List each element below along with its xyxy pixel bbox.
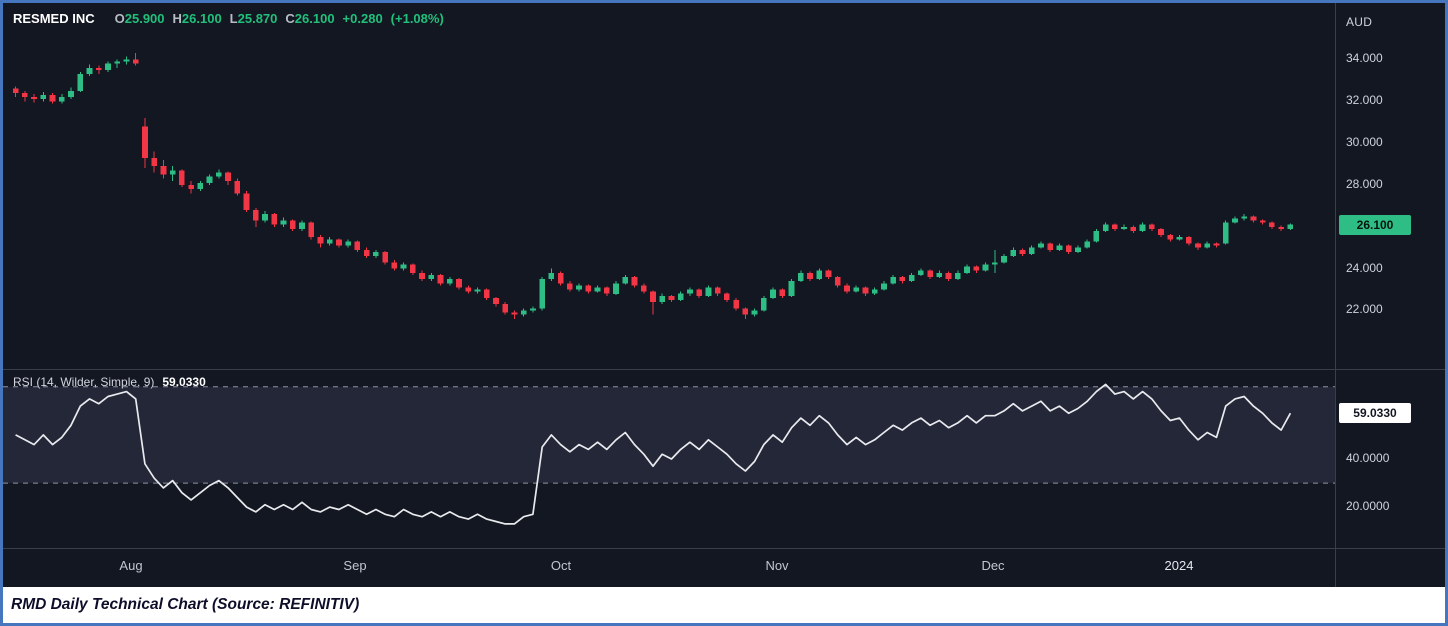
price-axis-label: 32.000 (1346, 93, 1383, 107)
price-axis-label: 34.000 (1346, 51, 1383, 65)
close-value: 26.100 (294, 11, 335, 26)
high-label: H (172, 11, 182, 26)
price-axis[interactable]: AUD 26.100 59.0330 34.000 32.000 30.000 28.… (1335, 3, 1445, 587)
rsi-pane[interactable]: RSI (14, Wilder, Simple, 9) 59.0330 (3, 370, 1335, 548)
chart-window: RESMED INC O25.900 H26.100 L25.870 C26.100 +0… (3, 3, 1445, 587)
last-price-badge: 26.100 (1339, 215, 1411, 235)
time-axis-label: Aug (119, 558, 143, 573)
caption-bar: RMD Daily Technical Chart (Source: REFIN… (3, 587, 1445, 623)
price-axis-label: 30.000 (1346, 135, 1383, 149)
price-axis-label: 24.000 (1346, 261, 1383, 275)
caption-text: RMD Daily Technical Chart (Source: REFIN… (11, 596, 360, 613)
change-value: +0.280 (342, 11, 383, 26)
rsi-chart[interactable] (3, 370, 1335, 548)
rsi-axis-label: 20.0000 (1346, 499, 1390, 513)
time-axis-label: Sep (343, 558, 367, 573)
time-axis-label: Dec (981, 558, 1005, 573)
rsi-axis-label: 40.0000 (1346, 451, 1390, 465)
time-axis-label: Nov (765, 558, 789, 573)
pane-divider (3, 548, 1445, 549)
high-value: 26.100 (181, 11, 222, 26)
price-pane[interactable]: RESMED INC O25.900 H26.100 L25.870 C26.100 +0… (3, 3, 1335, 369)
open-label: O (114, 11, 125, 26)
price-axis-label: 22.000 (1346, 302, 1383, 316)
time-axis[interactable]: Aug Sep Oct Nov Dec 2024 (3, 549, 1335, 587)
time-axis-label: Oct (550, 558, 572, 573)
candlestick-chart[interactable] (3, 3, 1335, 369)
rsi-legend: RSI (14, Wilder, Simple, 9) 59.0330 (13, 375, 206, 389)
pane-divider (3, 369, 1445, 370)
close-label: C (285, 11, 295, 26)
symbol-name[interactable]: RESMED INC (13, 11, 95, 26)
price-axis-label: 28.000 (1346, 177, 1383, 191)
low-value: 25.870 (237, 11, 278, 26)
ohlc-legend: RESMED INC O25.900 H26.100 L25.870 C26.100 +0… (13, 11, 444, 26)
change-percent: (+1.08%) (390, 11, 444, 26)
currency-label: AUD (1346, 15, 1373, 29)
time-axis-label: 2024 (1164, 558, 1194, 573)
rsi-value: 59.0330 (162, 375, 206, 389)
open-value: 25.900 (124, 11, 165, 26)
low-label: L (229, 11, 238, 26)
rsi-value-badge: 59.0330 (1339, 403, 1411, 423)
rsi-title[interactable]: RSI (14, Wilder, Simple, 9) (13, 375, 155, 389)
